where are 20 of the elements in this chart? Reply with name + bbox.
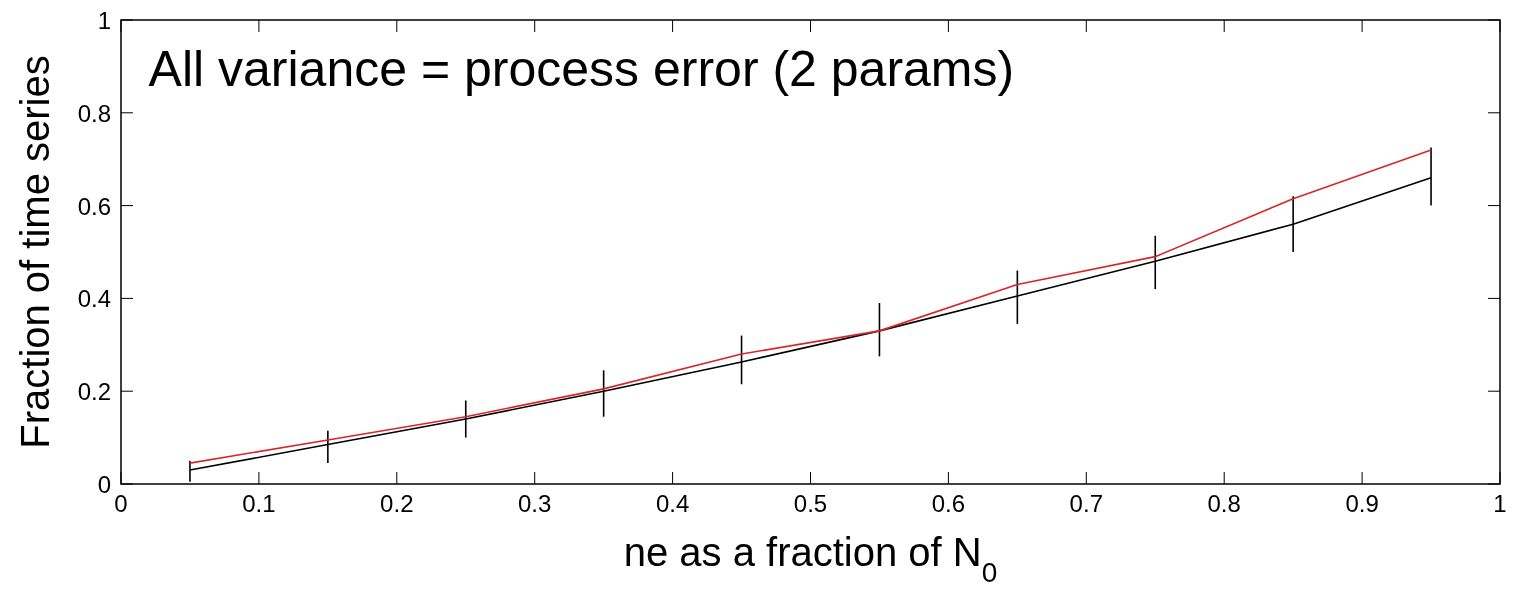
x-tick-label: 0.7: [1069, 490, 1103, 517]
y-tick-label: 0.4: [77, 285, 111, 313]
y-tick-label: 1: [97, 7, 111, 34]
y-tick-label: 0: [97, 471, 111, 498]
x-tick-label: 0.6: [931, 490, 966, 517]
x-tick-label: 0.9: [1345, 490, 1379, 517]
x-tick-label: 0.4: [655, 490, 690, 517]
y-tick-label: 0.6: [77, 192, 111, 220]
y-axis-title: Fraction of time series: [13, 55, 57, 449]
x-tick-label: 0: [114, 490, 128, 517]
x-tick-label: 1: [1493, 490, 1507, 517]
x-tick-label: 0.3: [518, 490, 552, 517]
x-tick-label: 0.5: [793, 490, 828, 517]
x-tick-label: 0.8: [1207, 490, 1241, 517]
x-tick-label: 0.1: [242, 490, 276, 517]
chart-title: All variance = process error (2 params): [148, 41, 1015, 97]
x-tick-label: 0.2: [380, 490, 414, 517]
x-axis-title: ne as a fraction of N$_{0}$: [623, 530, 998, 588]
y-tick-label: 0.8: [77, 99, 111, 127]
y-tick-label: 0.2: [77, 378, 111, 406]
